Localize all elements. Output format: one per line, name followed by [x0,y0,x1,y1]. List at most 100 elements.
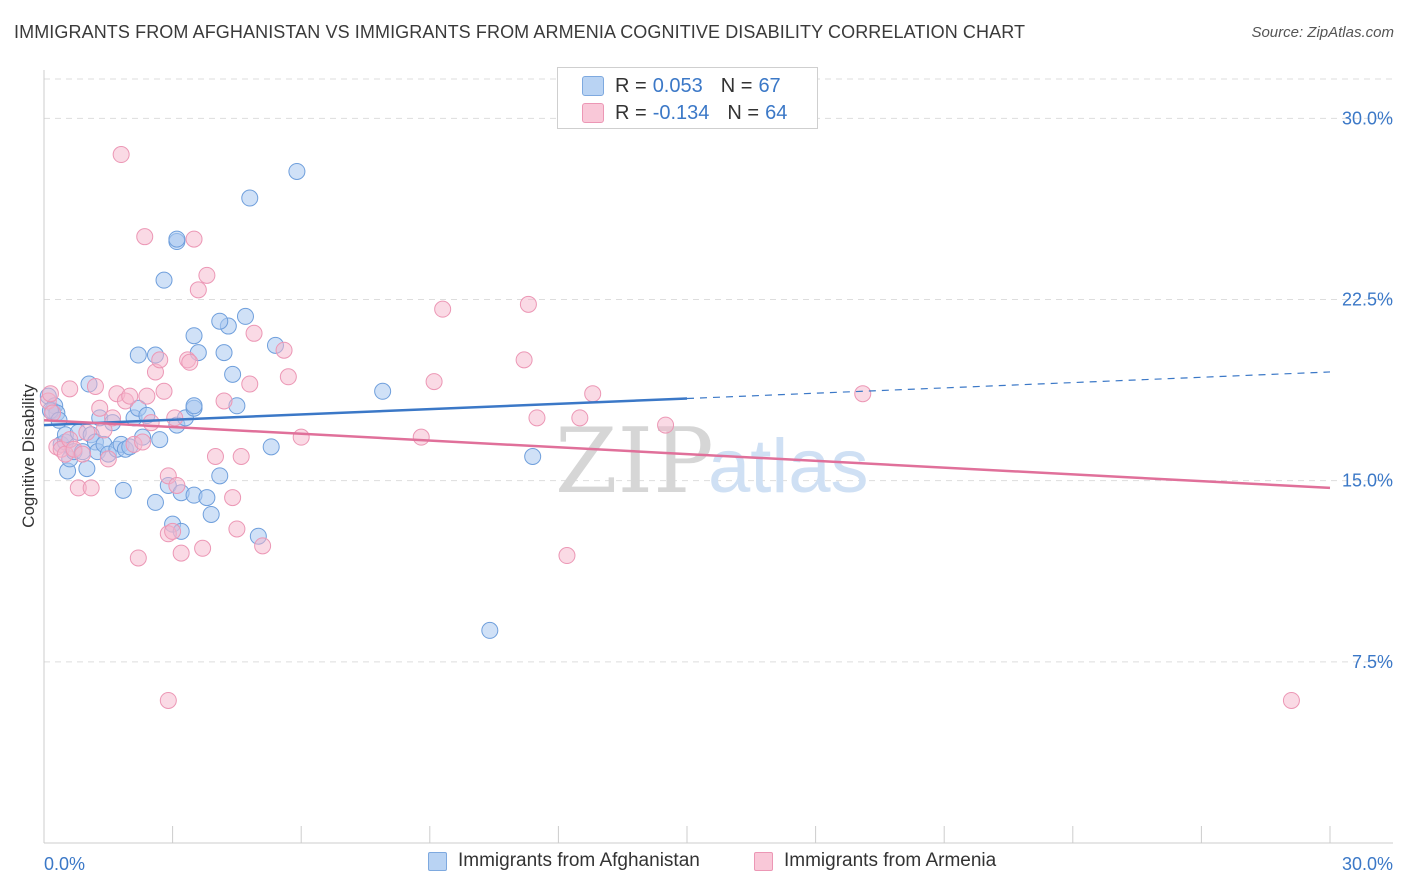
data-point-armenia [241,375,259,393]
watermark-zip: ZIP [555,409,714,514]
series-armenia-points [39,146,1300,709]
data-point-armenia [121,387,139,405]
data-point-afghanistan [185,327,203,345]
data-point-armenia [425,373,443,391]
data-point-afghanistan [202,505,220,523]
data-point-armenia [254,537,272,555]
data-point-armenia [86,377,104,395]
data-point-armenia [134,433,152,451]
y-tick-label: 30.0% [1342,108,1393,128]
data-point-armenia [82,479,100,497]
legend-r-label: R = [615,101,647,124]
data-point-armenia [412,428,430,446]
data-point-afghanistan [146,493,164,511]
legend-row-armenia: R = -0.134 N = 64 [582,100,787,126]
x-tick-label: 30.0% [1342,854,1393,874]
source-label: Source: ZipAtlas.com [1251,24,1394,41]
data-point-armenia [194,539,212,557]
trend-line-afghanistan-extension [686,371,1331,400]
data-point-afghanistan [288,162,306,180]
data-point-armenia [198,266,216,284]
data-point-armenia [44,404,62,422]
data-point-afghanistan [262,438,280,456]
legend-r-value: -0.134 [652,101,710,124]
data-point-afghanistan [211,312,229,330]
watermark: ZIP atlas [555,409,869,514]
data-point-armenia [168,476,186,494]
data-point-armenia [275,341,293,359]
legend-r-label: R = [615,74,647,97]
axes [43,70,1393,844]
chart-title: IMMIGRANTS FROM AFGHANISTAN VS IMMIGRANT… [14,22,1026,42]
data-point-armenia [657,416,675,434]
correlation-legend: R = 0.053 N = 67 R = -0.134 N = 64 [557,67,818,129]
data-point-afghanistan [374,382,392,400]
data-point-afghanistan [211,467,229,485]
data-point-armenia [245,324,263,342]
data-point-armenia [159,691,177,709]
data-point-afghanistan [236,307,254,325]
data-point-armenia [185,230,203,248]
data-point-armenia [558,547,576,565]
data-point-afghanistan [215,344,233,362]
data-point-afghanistan [155,271,173,289]
data-point-armenia [142,414,160,432]
data-point-armenia [61,380,79,398]
tick-labels: 7.5% 15.0% 22.5% 30.0% 0.0% 30.0% [44,108,1393,874]
bottom-legend-swatch-blue [428,851,447,871]
data-point-armenia [434,300,452,318]
data-point-armenia [41,385,59,403]
watermark-atlas: atlas [708,424,869,509]
data-point-afghanistan [151,431,169,449]
data-point-armenia [172,544,190,562]
legend-n-value: 64 [765,101,788,124]
data-point-armenia [164,522,182,540]
data-point-afghanistan [198,489,216,507]
bottom-legend-swatch-pink [754,851,773,871]
data-point-armenia [129,549,147,567]
data-point-armenia [189,281,207,299]
data-point-armenia [206,448,224,465]
legend-n-label: N = [720,74,753,97]
data-point-armenia [292,428,310,446]
y-tick-label: 7.5% [1352,652,1393,672]
legend-row-afghanistan: R = 0.053 N = 67 [582,73,781,99]
data-point-afghanistan [129,346,147,364]
bottom-legend-label: Immigrants from Afghanistan [458,850,700,871]
data-point-armenia [74,445,92,463]
data-point-afghanistan [185,397,203,415]
data-point-armenia [155,382,173,400]
bottom-legend-armenia: Immigrants from Armenia [754,850,996,872]
data-point-armenia [181,353,199,371]
data-point-armenia [1282,691,1300,709]
data-point-armenia [136,228,154,246]
data-point-armenia [519,295,537,313]
gridlines [44,78,1393,663]
data-point-afghanistan [114,481,132,499]
data-point-afghanistan [481,621,499,639]
bottom-legend-label: Immigrants from Armenia [784,850,997,871]
legend-swatch-pink [582,103,604,123]
data-point-armenia [112,146,130,164]
data-point-armenia [78,423,96,441]
data-point-armenia [99,450,117,468]
data-point-afghanistan [78,460,96,478]
legend-n-value: 67 [758,74,781,97]
data-point-armenia [854,385,872,403]
y-tick-label: 22.5% [1342,289,1393,309]
data-point-afghanistan [224,365,242,383]
data-point-armenia [232,448,250,465]
data-point-armenia [91,399,109,417]
x-tick-label: 0.0% [44,854,85,874]
data-point-afghanistan [168,230,186,248]
data-point-armenia [528,409,546,427]
trend-line-afghanistan [43,397,688,427]
y-tick-label: 15.0% [1342,471,1393,491]
trend-lines [43,371,1331,490]
data-point-afghanistan [524,448,542,465]
bottom-legend-afghanistan: Immigrants from Afghanistan [428,850,700,872]
trend-line-armenia [43,419,1331,490]
legend-n-label: N = [727,101,760,124]
data-point-armenia [224,489,242,507]
